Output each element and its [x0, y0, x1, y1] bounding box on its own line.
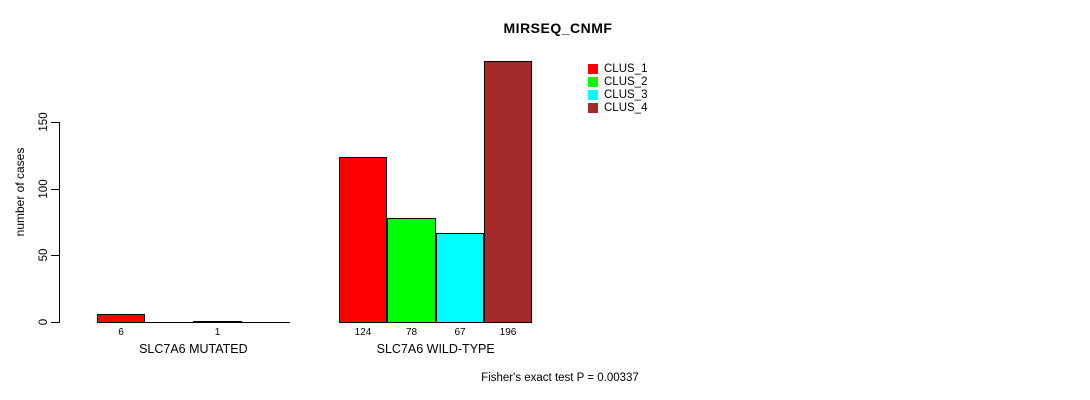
legend-swatch-clus-1: [588, 63, 598, 74]
y-axis-line: [59, 122, 60, 323]
legend-label: CLUS_1: [604, 62, 648, 75]
bar-value-label-clus_3-wild-type: 67: [454, 327, 466, 338]
bar-value-label-clus_1-wild-type: 124: [354, 327, 372, 338]
bar-value-label-clus_3-mutated: 1: [214, 327, 221, 338]
chart-title: MIRSEQ_CNMF: [503, 20, 613, 36]
group-label-wild-type: SLC7A6 WILD-TYPE: [376, 342, 495, 356]
legend-swatch-clus-3: [588, 89, 598, 100]
fisher-test-annotation: Fisher's exact test P = 0.00337: [481, 372, 639, 384]
y-tick-label-50: 50: [38, 248, 50, 262]
legend-swatch-clus-2: [588, 76, 598, 87]
legend: CLUS_1 CLUS_2 CLUS_3 CLUS_4: [588, 62, 647, 114]
legend-item-clus-2: CLUS_2: [588, 75, 647, 88]
bar-clus_4-mutated-zero: [242, 322, 290, 323]
bar-clus_3-mutated: [193, 321, 242, 323]
bar-clus_2-mutated-zero: [145, 322, 193, 323]
y-tick-label-150: 150: [38, 112, 50, 132]
legend-swatch-clus-4: [588, 102, 598, 113]
group-label-mutated: SLC7A6 MUTATED: [139, 342, 248, 356]
bar-clus_1-mutated: [97, 314, 145, 323]
bar-clus_2-wild-type: [387, 218, 436, 323]
bar-value-label-clus_1-mutated: 6: [118, 327, 124, 338]
y-tick-label-100: 100: [38, 179, 50, 199]
y-tick-100: [51, 189, 59, 190]
legend-item-clus-3: CLUS_3: [588, 88, 647, 101]
legend-label: CLUS_2: [604, 75, 648, 88]
y-tick-50: [51, 255, 59, 256]
bar-clus_3-wild-type: [436, 233, 484, 323]
legend-item-clus-1: CLUS_1: [588, 62, 647, 75]
legend-item-clus-4: CLUS_4: [588, 101, 647, 114]
y-axis-label: number of cases: [13, 147, 27, 237]
legend-label: CLUS_3: [604, 88, 648, 101]
bar-value-label-clus_4-wild-type: 196: [499, 327, 517, 338]
bar-clus_1-wild-type: [339, 157, 387, 323]
y-tick-0: [51, 322, 59, 323]
legend-label: CLUS_4: [604, 101, 648, 114]
y-tick-150: [51, 122, 59, 123]
bar-value-label-clus_2-wild-type: 78: [405, 327, 418, 338]
bar-clus_4-wild-type: [484, 61, 532, 323]
y-tick-label-0: 0: [38, 318, 50, 326]
